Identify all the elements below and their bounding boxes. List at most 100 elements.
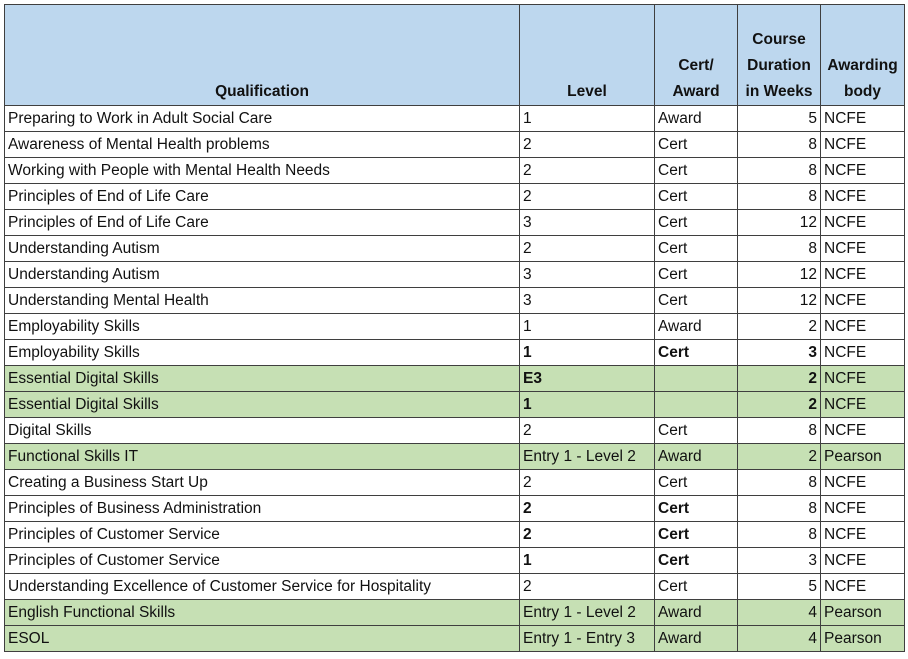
- cell-qualification: Functional Skills IT: [4, 443, 520, 470]
- table-row: English Functional Skills Entry 1 - Level…: [4, 599, 905, 626]
- cell-cert-award: Award: [654, 599, 738, 626]
- cell-cert-award: [654, 365, 738, 392]
- cell-qualification: Principles of Customer Service: [4, 521, 520, 548]
- cell-cert-award: Cert: [654, 469, 738, 496]
- cell-awarding-body: NCFE: [820, 339, 905, 366]
- cell-duration-weeks: 3: [737, 547, 821, 574]
- cell-awarding-body: NCFE: [820, 573, 905, 600]
- table-row: Employability Skills 1 Cert 3 NCFE: [4, 339, 905, 366]
- cell-qualification: Essential Digital Skills: [4, 365, 520, 392]
- table-row: Principles of Customer Service 2 Cert 8 NCFE: [4, 521, 905, 548]
- cell-qualification: Employability Skills: [4, 339, 520, 366]
- cell-level: 3: [519, 209, 655, 236]
- cell-cert-award: Cert: [654, 495, 738, 522]
- cell-level: 1: [519, 547, 655, 574]
- cell-level: Entry 1 - Entry 3: [519, 625, 655, 652]
- cell-cert-award: Award: [654, 625, 738, 652]
- cell-awarding-body: NCFE: [820, 547, 905, 574]
- cell-awarding-body: NCFE: [820, 521, 905, 548]
- cell-cert-award: Award: [654, 313, 738, 340]
- cell-duration-weeks: 4: [737, 599, 821, 626]
- cell-level: E3: [519, 365, 655, 392]
- cell-duration-weeks: 2: [737, 313, 821, 340]
- cell-awarding-body: NCFE: [820, 287, 905, 314]
- cell-cert-award: Cert: [654, 339, 738, 366]
- cell-cert-award: Cert: [654, 261, 738, 288]
- cell-duration-weeks: 12: [737, 261, 821, 288]
- cell-qualification: English Functional Skills: [4, 599, 520, 626]
- cell-cert-award: Award: [654, 443, 738, 470]
- cell-duration-weeks: 2: [737, 365, 821, 392]
- table-row: ESOL Entry 1 - Entry 3 Award 4 Pearson: [4, 625, 905, 652]
- cell-duration-weeks: 2: [737, 391, 821, 418]
- cell-qualification: Principles of Customer Service: [4, 547, 520, 574]
- cell-awarding-body: NCFE: [820, 469, 905, 496]
- cell-cert-award: Cert: [654, 131, 738, 158]
- cell-qualification: Preparing to Work in Adult Social Care: [4, 105, 520, 132]
- header-duration: Course Duration in Weeks: [737, 4, 821, 106]
- table-row: Principles of Customer Service 1 Cert 3 NCFE: [4, 547, 905, 574]
- cell-duration-weeks: 8: [737, 235, 821, 262]
- cell-cert-award: Cert: [654, 157, 738, 184]
- cell-qualification: Essential Digital Skills: [4, 391, 520, 418]
- cell-awarding-body: NCFE: [820, 313, 905, 340]
- cell-level: 2: [519, 495, 655, 522]
- table-row: Understanding Mental Health 3 Cert 12 NCFE: [4, 287, 905, 314]
- table-row: Creating a Business Start Up 2 Cert 8 NCFE: [4, 469, 905, 496]
- table-row: Essential Digital Skills 1 2 NCFE: [4, 391, 905, 418]
- cell-qualification: Understanding Autism: [4, 235, 520, 262]
- cell-awarding-body: NCFE: [820, 417, 905, 444]
- table-row: Understanding Autism 3 Cert 12 NCFE: [4, 261, 905, 288]
- table-row: Principles of Business Administration 2 Ce…: [4, 495, 905, 522]
- header-qualification: Qualification: [4, 4, 520, 106]
- cell-qualification: Principles of End of Life Care: [4, 209, 520, 236]
- cell-awarding-body: NCFE: [820, 495, 905, 522]
- cell-qualification: Understanding Excellence of Customer Ser…: [4, 573, 520, 600]
- cell-cert-award: Cert: [654, 417, 738, 444]
- cell-qualification: Understanding Autism: [4, 261, 520, 288]
- table-row: Awareness of Mental Health problems 2 Cert…: [4, 131, 905, 158]
- cell-duration-weeks: 8: [737, 469, 821, 496]
- cell-awarding-body: NCFE: [820, 209, 905, 236]
- cell-awarding-body: NCFE: [820, 157, 905, 184]
- table-row: Employability Skills 1 Award 2 NCFE: [4, 313, 905, 340]
- cell-qualification: Understanding Mental Health: [4, 287, 520, 314]
- cell-cert-award: Cert: [654, 287, 738, 314]
- cell-cert-award: Cert: [654, 573, 738, 600]
- cell-qualification: ESOL: [4, 625, 520, 652]
- cell-qualification: Digital Skills: [4, 417, 520, 444]
- cell-awarding-body: NCFE: [820, 183, 905, 210]
- table-row: Preparing to Work in Adult Social Care 1 A…: [4, 105, 905, 132]
- table-row: Functional Skills IT Entry 1 - Level 2 Awa…: [4, 443, 905, 470]
- cell-cert-award: Cert: [654, 235, 738, 262]
- table-row: Principles of End of Life Care 3 Cert 12 NCF…: [4, 209, 905, 236]
- cell-cert-award: Cert: [654, 183, 738, 210]
- cell-awarding-body: Pearson: [820, 625, 905, 652]
- cell-level: 2: [519, 417, 655, 444]
- cell-awarding-body: NCFE: [820, 365, 905, 392]
- cell-qualification: Working with People with Mental Health N…: [4, 157, 520, 184]
- cell-level: 1: [519, 313, 655, 340]
- cell-awarding-body: NCFE: [820, 261, 905, 288]
- cell-qualification: Principles of End of Life Care: [4, 183, 520, 210]
- cell-level: 2: [519, 235, 655, 262]
- table-body: Preparing to Work in Adult Social Care 1 A…: [4, 105, 905, 652]
- cell-level: 2: [519, 183, 655, 210]
- cell-duration-weeks: 4: [737, 625, 821, 652]
- cell-awarding-body: NCFE: [820, 235, 905, 262]
- cell-level: 1: [519, 105, 655, 132]
- cell-level: 1: [519, 391, 655, 418]
- cell-duration-weeks: 5: [737, 573, 821, 600]
- cell-level: 2: [519, 157, 655, 184]
- cell-duration-weeks: 8: [737, 131, 821, 158]
- cell-level: Entry 1 - Level 2: [519, 599, 655, 626]
- cell-awarding-body: Pearson: [820, 599, 905, 626]
- cell-awarding-body: NCFE: [820, 131, 905, 158]
- cell-cert-award: [654, 391, 738, 418]
- cell-duration-weeks: 8: [737, 183, 821, 210]
- cell-cert-award: Cert: [654, 521, 738, 548]
- cell-cert-award: Cert: [654, 209, 738, 236]
- cell-duration-weeks: 2: [737, 443, 821, 470]
- header-cert-award: Cert/ Award: [654, 4, 738, 106]
- cell-level: 2: [519, 469, 655, 496]
